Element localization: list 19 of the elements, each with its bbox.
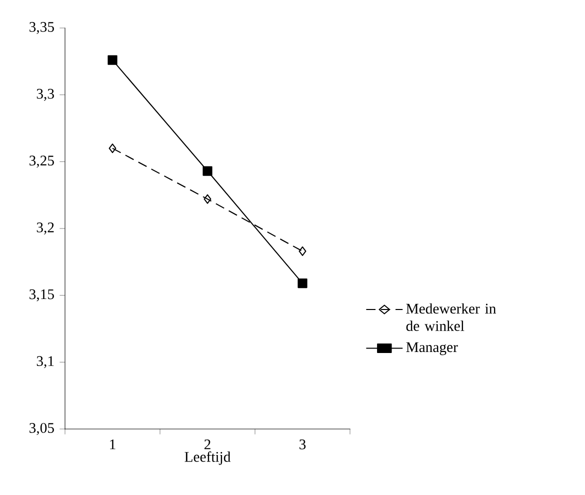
y-tick-label: 3,25 xyxy=(30,156,54,168)
x-tick-label: 2 xyxy=(204,439,210,450)
y-tick-label: 3,05 xyxy=(30,422,54,435)
legend-label: Manager xyxy=(406,342,458,356)
point xyxy=(202,166,212,176)
y-tick-label: 3,1 xyxy=(36,356,54,368)
point xyxy=(108,143,116,154)
x-axis-title: Leeftijd xyxy=(184,451,231,465)
y-tick-label: 3,35 xyxy=(30,22,54,34)
point xyxy=(108,55,118,65)
point xyxy=(298,278,308,288)
y-tick-label: 3,3 xyxy=(36,88,54,101)
x-tick-label: 1 xyxy=(110,439,116,450)
y-tick-label: 3,2 xyxy=(36,222,54,234)
legend-label: Medewerker in de winkel xyxy=(406,303,496,331)
y-tick-label: 3,15 xyxy=(30,289,54,302)
point xyxy=(204,194,212,204)
x-tick-label: 3 xyxy=(300,439,306,450)
point xyxy=(298,246,306,256)
